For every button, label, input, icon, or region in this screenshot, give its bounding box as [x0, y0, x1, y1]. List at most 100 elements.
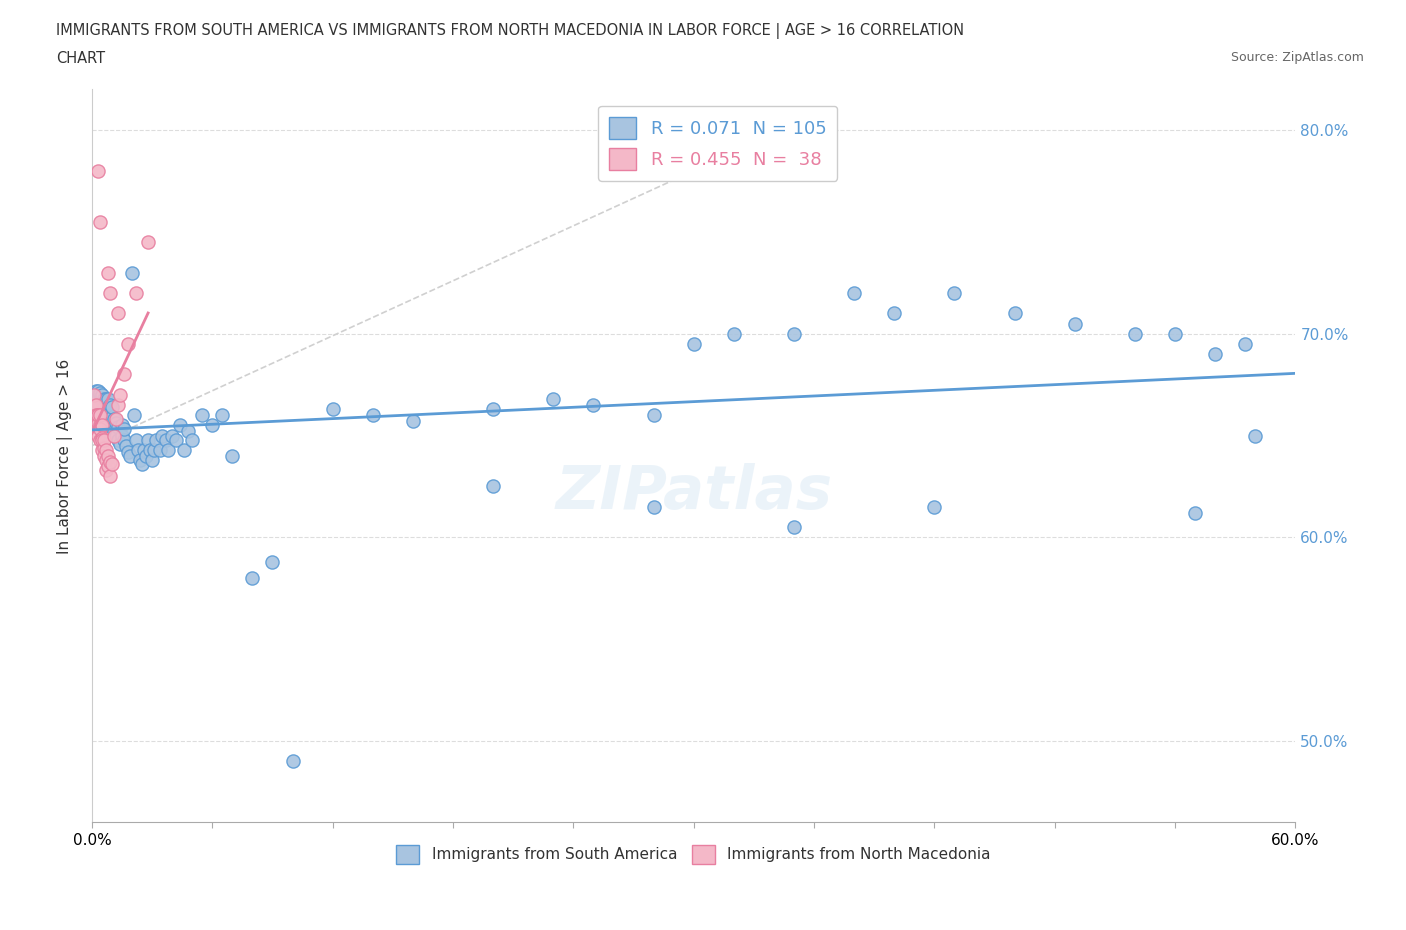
Text: Source: ZipAtlas.com: Source: ZipAtlas.com — [1230, 51, 1364, 64]
Point — [118, 448, 141, 463]
Point — [1164, 326, 1187, 341]
Point — [783, 326, 806, 341]
Point — [322, 402, 344, 417]
Point — [89, 407, 111, 422]
Point — [117, 445, 139, 459]
Point — [91, 431, 114, 445]
Point — [84, 397, 107, 412]
Point — [103, 428, 125, 443]
Point — [924, 499, 946, 514]
Point — [87, 418, 110, 432]
Point — [108, 388, 131, 403]
Point — [111, 428, 134, 443]
Point — [125, 432, 148, 447]
Point — [98, 455, 121, 470]
Point — [87, 416, 110, 431]
Point — [98, 407, 121, 422]
Point — [1004, 306, 1026, 321]
Point — [1063, 316, 1085, 331]
Point — [94, 402, 117, 417]
Point — [112, 367, 135, 382]
Point — [191, 407, 214, 422]
Point — [165, 432, 187, 447]
Point — [83, 395, 105, 410]
Point — [122, 407, 145, 422]
Point — [117, 337, 139, 352]
Point — [87, 388, 110, 403]
Point — [169, 418, 191, 432]
Point — [87, 407, 110, 422]
Point — [281, 754, 304, 769]
Point — [107, 420, 129, 435]
Point — [89, 214, 111, 229]
Point — [87, 400, 110, 415]
Point — [103, 412, 125, 427]
Point — [112, 432, 135, 447]
Point — [157, 443, 180, 458]
Point — [97, 265, 120, 280]
Point — [91, 388, 114, 403]
Point — [89, 432, 111, 447]
Point — [84, 400, 107, 415]
Point — [93, 432, 115, 447]
Point — [112, 422, 135, 437]
Point — [105, 412, 128, 427]
Point — [135, 448, 157, 463]
Point — [101, 400, 124, 415]
Point — [108, 436, 131, 451]
Point — [145, 432, 167, 447]
Point — [107, 432, 129, 447]
Point — [93, 440, 115, 455]
Point — [101, 410, 124, 425]
Point — [107, 306, 129, 321]
Point — [87, 383, 110, 398]
Point — [361, 407, 384, 422]
Point — [93, 397, 115, 412]
Point — [883, 306, 905, 321]
Point — [83, 397, 105, 412]
Point — [121, 265, 143, 280]
Point — [543, 392, 565, 406]
Point — [87, 428, 110, 443]
Point — [84, 383, 107, 398]
Point — [643, 407, 665, 422]
Point — [201, 418, 224, 432]
Point — [94, 392, 117, 406]
Point — [91, 418, 114, 432]
Point — [87, 407, 110, 422]
Point — [89, 418, 111, 432]
Point — [91, 404, 114, 418]
Point — [173, 443, 195, 458]
Point — [582, 397, 605, 412]
Y-axis label: In Labor Force | Age > 16: In Labor Force | Age > 16 — [58, 358, 73, 553]
Point — [83, 392, 105, 406]
Point — [107, 397, 129, 412]
Point — [132, 443, 155, 458]
Text: CHART: CHART — [56, 51, 105, 66]
Point — [482, 479, 505, 494]
Legend: Immigrants from South America, Immigrants from North Macedonia: Immigrants from South America, Immigrant… — [391, 839, 997, 870]
Point — [242, 571, 264, 586]
Point — [643, 499, 665, 514]
Point — [94, 453, 117, 468]
Point — [97, 392, 120, 406]
Point — [211, 407, 233, 422]
Point — [94, 410, 117, 425]
Point — [1234, 337, 1257, 352]
Point — [149, 443, 172, 458]
Point — [150, 428, 173, 443]
Point — [89, 397, 111, 412]
Point — [1244, 428, 1267, 443]
Point — [91, 443, 114, 458]
Point — [83, 388, 105, 403]
Point — [98, 418, 121, 432]
Point — [143, 443, 166, 458]
Point — [87, 395, 110, 410]
Point — [155, 432, 177, 447]
Point — [160, 428, 183, 443]
Point — [101, 420, 124, 435]
Point — [844, 286, 866, 300]
Point — [181, 432, 204, 447]
Point — [84, 390, 107, 405]
Point — [125, 286, 148, 300]
